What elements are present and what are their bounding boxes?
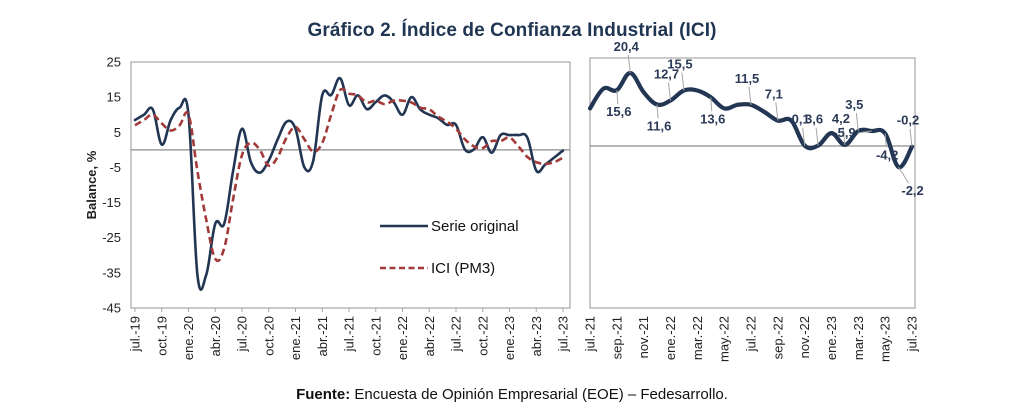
- left-x-ticks: jul.-19 oct.-19 ene.-20 abr.-20 jul.-20 oct.-…: [128, 308, 571, 360]
- data-label-leader: [616, 90, 619, 105]
- x-tick-label: oct.-20: [261, 316, 276, 356]
- chart-title: Gráfico 2. Índice de Confianza Industria…: [307, 20, 717, 41]
- x-tick-label: abr.-23: [529, 316, 544, 356]
- data-label: -0,2: [897, 113, 919, 128]
- right-chart: jul.-21 sep.-21 nov.-21 ene.-22 mar.-22 may.-…: [583, 39, 924, 362]
- x-tick-label: ene.-20: [181, 316, 196, 360]
- data-label: -2,2: [901, 183, 923, 198]
- data-label-leader: [627, 54, 631, 74]
- data-label: 20,4: [614, 39, 640, 54]
- data-label: 13,6: [700, 111, 725, 126]
- x-tick-label: nov.-21: [636, 316, 651, 358]
- x-tick-label: jul.-22: [449, 316, 464, 352]
- x-tick-label: abr.-20: [208, 316, 223, 356]
- left-y-ticks: 25 15 5 -5 -15 -25 -35 -45: [102, 55, 121, 316]
- source-label: Fuente:: [296, 386, 351, 403]
- x-tick-label: sep.-22: [770, 316, 785, 359]
- data-label: 0,1: [792, 112, 810, 127]
- y-tick-label: -5: [109, 160, 121, 175]
- data-label-leader: [815, 127, 819, 146]
- source-text: Encuesta de Opinión Empresarial (EOE) – …: [350, 386, 728, 403]
- x-tick-label: ene.-22: [663, 316, 678, 360]
- x-tick-label: jul.-19: [128, 316, 143, 352]
- y-tick-label: 25: [107, 55, 121, 70]
- y-tick-label: -45: [102, 301, 121, 316]
- data-label: 3,6: [805, 112, 823, 127]
- x-tick-label: jul.-21: [342, 316, 357, 352]
- data-label-leader: [656, 104, 659, 119]
- data-label-leader: [748, 86, 752, 105]
- x-tick-label: jul.-21: [583, 316, 598, 352]
- data-label-leader: [775, 102, 779, 121]
- x-tick-label: oct.-21: [368, 316, 383, 356]
- x-tick-label: ene.-22: [395, 316, 410, 360]
- x-tick-label: may.-22: [717, 316, 732, 362]
- data-label: 15,6: [606, 104, 631, 119]
- left-chart: 25 15 5 -5 -15 -25 -35 -45 jul.-19 oct.-19 ene.-2…: [84, 55, 571, 360]
- y-tick-label: -25: [102, 230, 121, 245]
- x-tick-label: sep.-21: [609, 316, 624, 359]
- left-plot-frame: [130, 61, 571, 309]
- y-tick-label: -35: [102, 265, 121, 280]
- legend-label-ici-pm3: ICI (PM3): [431, 260, 495, 277]
- right-plot-frame: [589, 57, 916, 309]
- data-label: 11,5: [735, 71, 760, 86]
- data-label-leader: [855, 112, 859, 132]
- series-line-ici-pm3: [134, 87, 564, 263]
- x-tick-label: jul.-23: [905, 316, 920, 352]
- series-line-serie-original: [133, 76, 565, 291]
- y-tick-label: 15: [107, 90, 121, 105]
- data-label-leader: [842, 126, 846, 145]
- y-axis-label: Balance, %: [84, 150, 99, 219]
- data-label: 12,7: [654, 67, 679, 82]
- data-labels: 15,6 20,4 11,6 12,715,5 13,6 11,5 7,1 0,13,6 4,2…: [606, 39, 924, 198]
- data-label-leader: [909, 128, 913, 147]
- source-note: Fuente: Encuesta de Opinión Empresarial …: [0, 386, 1024, 403]
- x-tick-label: abr.-21: [315, 316, 330, 356]
- data-label-leader: [857, 130, 872, 134]
- data-label: 4,2: [832, 111, 850, 126]
- x-tick-label: jul.-23: [556, 316, 571, 352]
- data-label: 7,1: [765, 87, 783, 102]
- x-tick-label: oct.-22: [475, 316, 490, 356]
- x-tick-label: ene.-23: [502, 316, 517, 360]
- y-tick-label: 5: [114, 125, 121, 140]
- right-x-ticks: jul.-21 sep.-21 nov.-21 ene.-22 mar.-22 may.-…: [583, 316, 920, 362]
- legend: Serie original ICI (PM3): [380, 218, 519, 277]
- x-tick-label: oct.-19: [154, 316, 169, 356]
- data-label: 15,5: [667, 57, 692, 72]
- legend-label-serie-original: Serie original: [431, 218, 519, 235]
- data-label-leader: [710, 97, 713, 112]
- x-tick-label: mar.-23: [851, 316, 866, 360]
- x-tick-label: jul.-20: [235, 316, 250, 352]
- data-label: -5,9: [833, 125, 855, 140]
- data-label-leader: [884, 133, 887, 148]
- series-line-ici-pm3-zoom: [587, 70, 915, 170]
- x-tick-label: nov.-22: [797, 316, 812, 358]
- x-tick-label: ene.-23: [824, 316, 839, 360]
- x-tick-label: mar.-22: [690, 316, 705, 360]
- data-label-leader: [681, 72, 685, 91]
- data-label: 3,5: [845, 97, 863, 112]
- y-tick-label: -15: [102, 195, 121, 210]
- x-tick-label: abr.-22: [422, 316, 437, 356]
- x-tick-label: ene.-21: [288, 316, 303, 360]
- x-tick-label: may.-23: [878, 316, 893, 362]
- data-label-leader: [898, 166, 910, 184]
- data-label-leader: [668, 82, 671, 101]
- data-label-leader: [802, 127, 806, 146]
- x-tick-label: jul.-22: [744, 316, 759, 352]
- data-label: -4,2: [876, 147, 898, 162]
- data-label: 11,6: [647, 118, 672, 133]
